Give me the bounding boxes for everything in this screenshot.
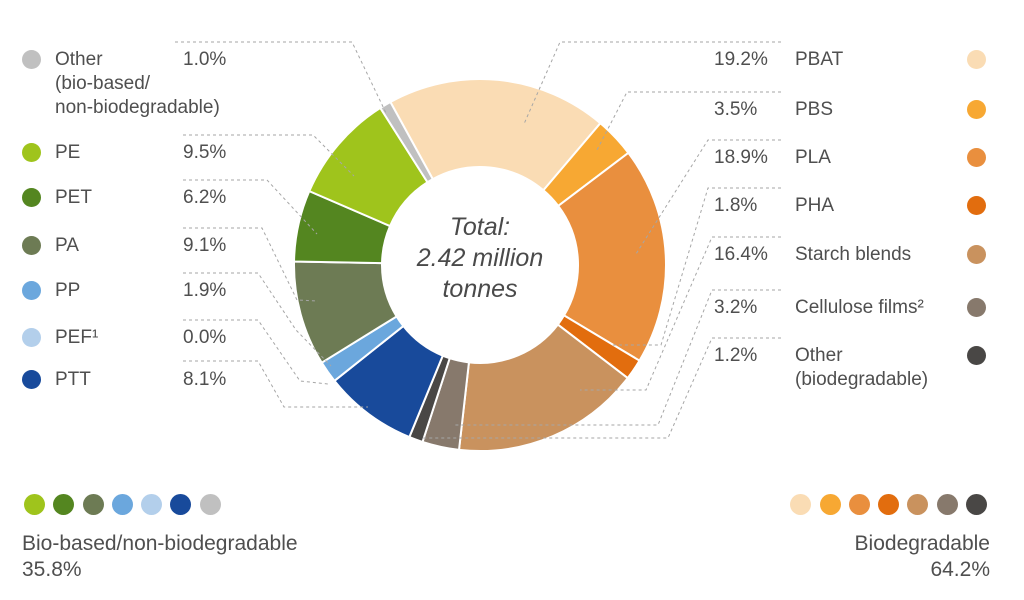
leader-line-pp [183, 272, 332, 367]
legend-dot-other_biodeg [967, 346, 986, 365]
legend-label-ptt: PTT [55, 369, 91, 390]
legend-pct-pbs: 3.5% [714, 99, 758, 120]
legend-pct-pe: 9.5% [183, 142, 227, 163]
leader-line-pa [183, 227, 319, 302]
group-dot-biodegradable-2 [848, 494, 870, 515]
legend-dot-pbs [967, 100, 986, 119]
legend-label-starch: Starch blends [795, 244, 912, 265]
legend-pct-starch: 16.4% [714, 244, 768, 265]
donut-center-total: Total: 2.42 million tonnes [416, 213, 544, 303]
leader-line-ptt [183, 360, 368, 408]
legend-label-pbat: PBAT [795, 49, 844, 70]
group-dot-bio-based-2 [82, 494, 104, 515]
legend-pct-pa: 9.1% [183, 235, 227, 256]
group-dot-bio-based-6 [199, 494, 221, 515]
group-dot-biodegradable-0 [790, 494, 812, 515]
leader-line-other_bio [175, 41, 387, 114]
legend-dot-pet [22, 188, 41, 207]
group-dot-bio-based-1 [53, 494, 75, 515]
legend-pct-pp: 1.9% [183, 280, 227, 301]
legend-dot-other_bio [22, 50, 41, 69]
legend-label-pa: PA [55, 235, 79, 256]
legend-pct-pha: 1.8% [714, 195, 758, 216]
legend-label-pha: PHA [795, 195, 835, 216]
group-pct-bio-based: 35.8% [22, 558, 82, 581]
group-label-bio-based: Bio-based/non-biodegradable [22, 532, 298, 555]
legend-label-other_bio: Other (bio-based/ non-biodegradable) [55, 49, 220, 118]
group-dot-biodegradable-6 [966, 494, 987, 515]
legend-pct-pet: 6.2% [183, 187, 227, 208]
legend-pct-other_bio: 1.0% [183, 49, 227, 70]
legend-dot-starch [967, 245, 986, 264]
group-dot-bio-based-3 [111, 494, 133, 515]
legend-dot-cellulose [967, 298, 986, 317]
legend-label-pla: PLA [795, 147, 831, 168]
group-dots-biodegradable [790, 494, 987, 515]
legend-dot-pha [967, 196, 986, 215]
legend-label-pp: PP [55, 280, 81, 301]
legend-dot-pp [22, 281, 41, 300]
leader-line-pha [610, 187, 781, 346]
group-pct-biodegradable: 64.2% [930, 558, 990, 581]
legend-pct-cellulose: 3.2% [714, 297, 758, 318]
leader-line-pef [183, 319, 329, 385]
legend-dot-pe [22, 143, 41, 162]
legend-pct-ptt: 8.1% [183, 369, 227, 390]
group-dot-bio-based-0 [24, 494, 45, 515]
legend-label-pet: PET [55, 187, 92, 208]
legend-dot-ptt [22, 370, 41, 389]
legend-pct-pla: 18.9% [714, 147, 768, 168]
legend-label-pbs: PBS [795, 99, 834, 120]
leader-line-pet [183, 179, 318, 235]
legend-pct-other_biodeg: 1.2% [714, 345, 758, 366]
donut-segment-pbat [389, 78, 602, 192]
group-dot-biodegradable-5 [936, 494, 958, 515]
leader-line-starch [580, 236, 781, 391]
leader-line-pe [183, 134, 355, 177]
legend-dot-pla [967, 148, 986, 167]
legend-label-pe: PE [55, 142, 81, 163]
group-dot-biodegradable-4 [907, 494, 929, 515]
group-dot-biodegradable-3 [878, 494, 900, 515]
legend-dot-pef [22, 328, 41, 347]
legend-label-other_biodeg: Other (biodegradable) [795, 345, 929, 390]
group-dot-bio-based-5 [170, 494, 192, 515]
leader-line-other_biodeg [422, 337, 781, 439]
donut-segment-other_bio [378, 100, 435, 184]
donut-segment-pla [556, 151, 667, 363]
group-dot-bio-based-4 [141, 494, 163, 515]
leader-line-pla [635, 139, 781, 255]
legend-dot-pbat [967, 50, 986, 69]
legend-pct-pef: 0.0% [183, 327, 227, 348]
legend-label-cellulose: Cellulose films² [795, 297, 924, 318]
group-dots-bio-based [24, 494, 221, 515]
legend-dot-pa [22, 236, 41, 255]
group-dot-biodegradable-1 [819, 494, 841, 515]
leader-line-pbat [523, 41, 781, 125]
group-label-biodegradable: Biodegradable [854, 532, 990, 555]
legend-label-pef: PEF¹ [55, 327, 99, 348]
legend-pct-pbat: 19.2% [714, 49, 768, 70]
